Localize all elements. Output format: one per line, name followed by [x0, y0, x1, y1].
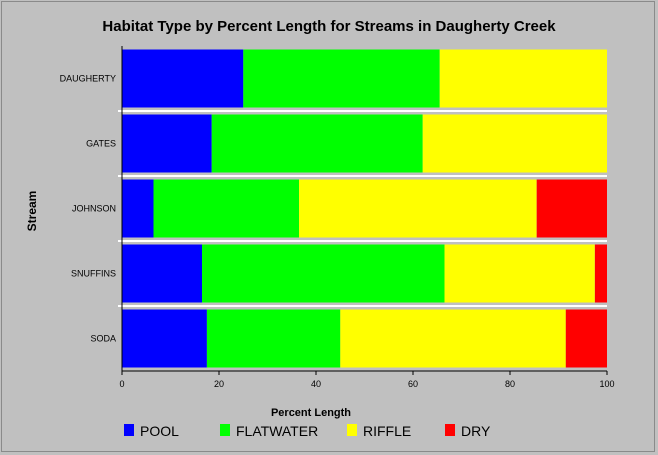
- bar-gates-flatwater: [211, 114, 423, 173]
- y-tick-label-snuffins: SNUFFINS: [71, 269, 116, 279]
- legend-swatch-riffle: [347, 424, 357, 436]
- axes-group: DAUGHERTY GATES JOHNSON SNUFFINS SODA 0 20 40 60…: [60, 46, 615, 389]
- x-axis-label: Percent Length: [271, 407, 351, 419]
- y-tick-label-daugherty: DAUGHERTY: [60, 74, 116, 84]
- legend-swatch-flatwater: [220, 424, 230, 436]
- bar-soda-dry: [565, 309, 607, 368]
- legend: POOL FLATWATER RIFFLE DRY: [124, 423, 491, 439]
- bar-johnson-riffle: [299, 179, 537, 238]
- x-tick-label-0: 0: [119, 379, 124, 389]
- x-tick-label-40: 40: [311, 379, 321, 389]
- x-tick-label-80: 80: [505, 379, 515, 389]
- bar-johnson-pool: [122, 179, 154, 238]
- bar-gates-riffle: [422, 114, 607, 173]
- bar-gates-pool: [122, 114, 212, 173]
- bar-johnson-dry: [536, 179, 607, 238]
- x-tick-label-60: 60: [408, 379, 418, 389]
- x-tick-label-100: 100: [599, 379, 614, 389]
- legend-label-dry: DRY: [461, 423, 491, 439]
- bar-soda-pool: [122, 309, 207, 368]
- chart-title: Habitat Type by Percent Length for Strea…: [102, 18, 556, 35]
- y-tick-label-soda: SODA: [90, 334, 116, 344]
- bar-soda-riffle: [340, 309, 566, 368]
- y-tick-label-johnson: JOHNSON: [72, 204, 116, 214]
- bar-soda-flatwater: [206, 309, 341, 368]
- bar-snuffins-flatwater: [202, 244, 445, 303]
- legend-label-pool: POOL: [140, 423, 179, 439]
- bar-johnson-flatwater: [153, 179, 299, 238]
- bars-group: [122, 49, 607, 368]
- y-axis-label: Stream: [25, 191, 39, 232]
- bar-daugherty-riffle: [439, 49, 607, 108]
- legend-label-riffle: RIFFLE: [363, 423, 411, 439]
- bar-snuffins-dry: [594, 244, 607, 303]
- x-tick-label-20: 20: [214, 379, 224, 389]
- legend-swatch-dry: [445, 424, 455, 436]
- bar-daugherty-pool: [122, 49, 244, 108]
- bar-daugherty-flatwater: [243, 49, 440, 108]
- bar-snuffins-riffle: [444, 244, 595, 303]
- legend-label-flatwater: FLATWATER: [236, 423, 318, 439]
- y-tick-label-gates: GATES: [86, 139, 116, 149]
- bar-snuffins-pool: [122, 244, 202, 303]
- legend-swatch-pool: [124, 424, 134, 436]
